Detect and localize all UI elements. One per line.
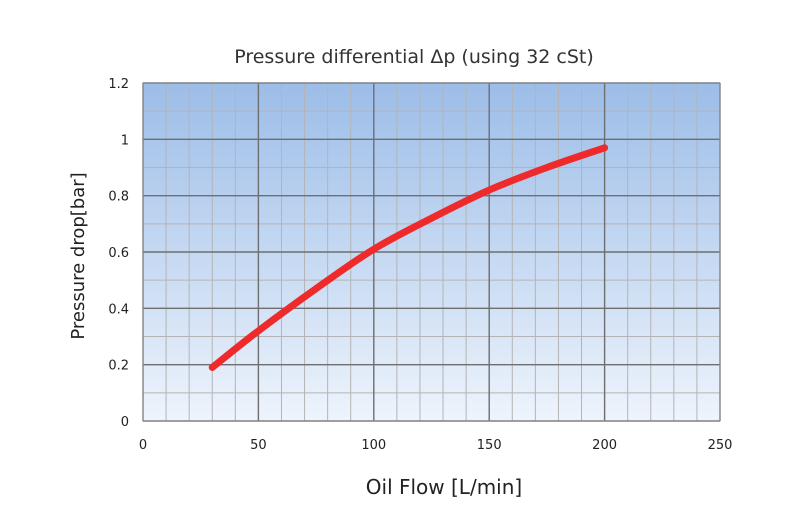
y-tick-label: 1.2: [108, 77, 129, 92]
tick-labels: 0 50 100 150 200 250 0 0.2 0.4 0.6 0.8 1 1.2: [108, 77, 732, 453]
x-tick-label: 0: [139, 438, 147, 453]
y-tick-label: 0: [121, 415, 129, 430]
plot-border: [142, 82, 721, 422]
x-tick-label: 100: [361, 438, 386, 453]
x-axis-label: Oil Flow [L/min]: [366, 475, 522, 499]
x-tick-label: 50: [250, 438, 267, 453]
x-tick-label: 150: [477, 438, 502, 453]
y-tick-label: 0.8: [108, 190, 129, 205]
series-line: [208, 144, 609, 371]
x-tick-label: 200: [592, 438, 617, 453]
y-tick-label: 0.6: [108, 246, 129, 261]
y-tick-label: 0.4: [108, 302, 129, 317]
y-axis-label: Pressure drop[bar]: [68, 172, 89, 339]
y-tick-label: 1: [121, 133, 129, 148]
series-layer: [208, 144, 609, 371]
y-tick-label: 0.2: [108, 359, 129, 374]
chart-title: Pressure differential Δp (using 32 cSt): [234, 46, 594, 68]
x-tick-label: 250: [708, 438, 733, 453]
